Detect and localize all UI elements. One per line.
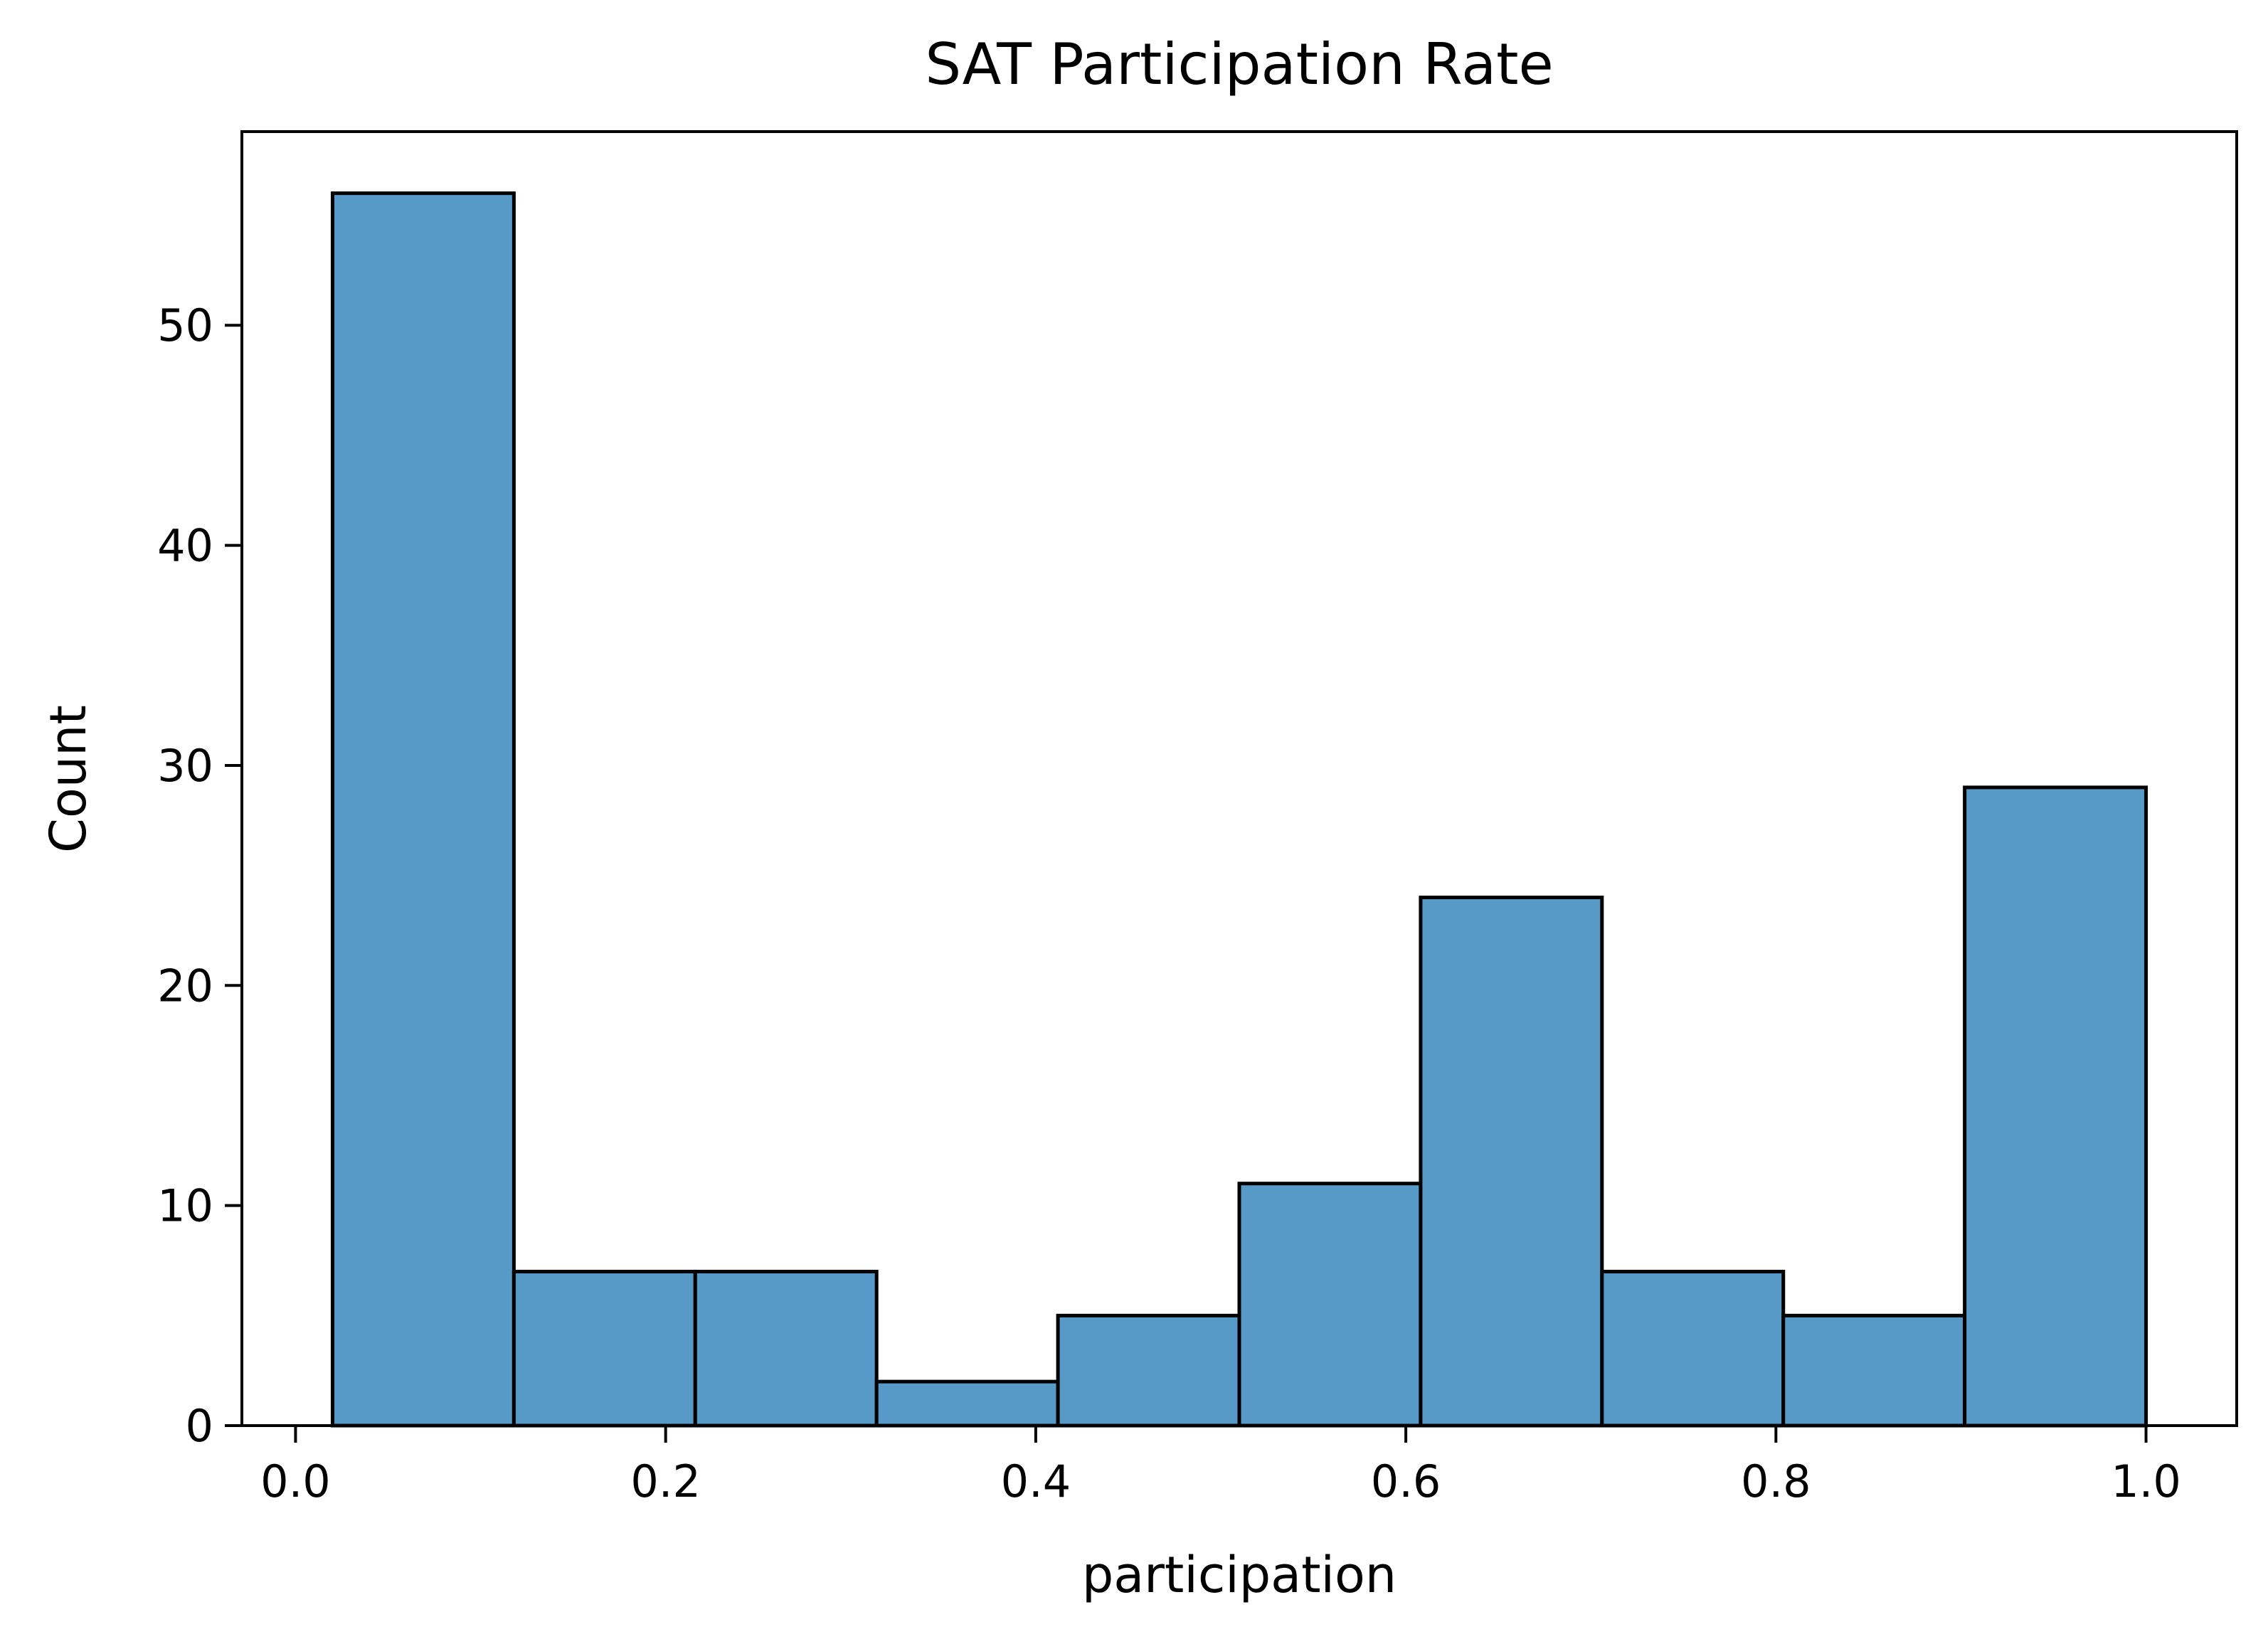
- y-ticks-group: 0 10 20 30 40 50: [157, 299, 242, 1452]
- histogram-bar: [512, 1269, 697, 1428]
- plot-frame: [240, 130, 2238, 1427]
- x-tick-label: 0.0: [260, 1455, 331, 1507]
- histogram-bar: [1056, 1313, 1241, 1428]
- histogram-bar: [1963, 785, 2148, 1428]
- chart-title: SAT Participation Rate: [925, 31, 1553, 97]
- y-tick-label: 10: [157, 1180, 213, 1232]
- y-tick-label: 40: [157, 520, 213, 572]
- y-tick-label: 30: [157, 740, 213, 792]
- x-tick-label: 0.2: [630, 1455, 701, 1507]
- bars-group: [330, 191, 2148, 1428]
- histogram-bar: [1237, 1182, 1423, 1428]
- histogram-bar: [693, 1269, 879, 1428]
- histogram-bar: [1419, 896, 1604, 1428]
- histogram-bar: [1600, 1269, 1786, 1428]
- x-tick-label: 1.0: [2111, 1455, 2181, 1507]
- x-ticks-group: 0.0 0.2 0.4 0.6 0.8 1.0: [260, 1426, 2181, 1507]
- x-tick-label: 0.4: [1001, 1455, 1071, 1507]
- histogram-bar: [874, 1379, 1060, 1428]
- y-tick-label: 0: [186, 1400, 213, 1452]
- histogram-bar: [330, 191, 516, 1428]
- y-tick-label: 50: [157, 299, 213, 351]
- y-tick-label: 20: [157, 960, 213, 1012]
- x-tick-label: 0.6: [1371, 1455, 1441, 1507]
- x-axis-label: participation: [1082, 1546, 1397, 1604]
- y-axis-label: Count: [39, 705, 97, 853]
- histogram-bar: [1781, 1313, 1967, 1428]
- x-tick-label: 0.8: [1741, 1455, 1811, 1507]
